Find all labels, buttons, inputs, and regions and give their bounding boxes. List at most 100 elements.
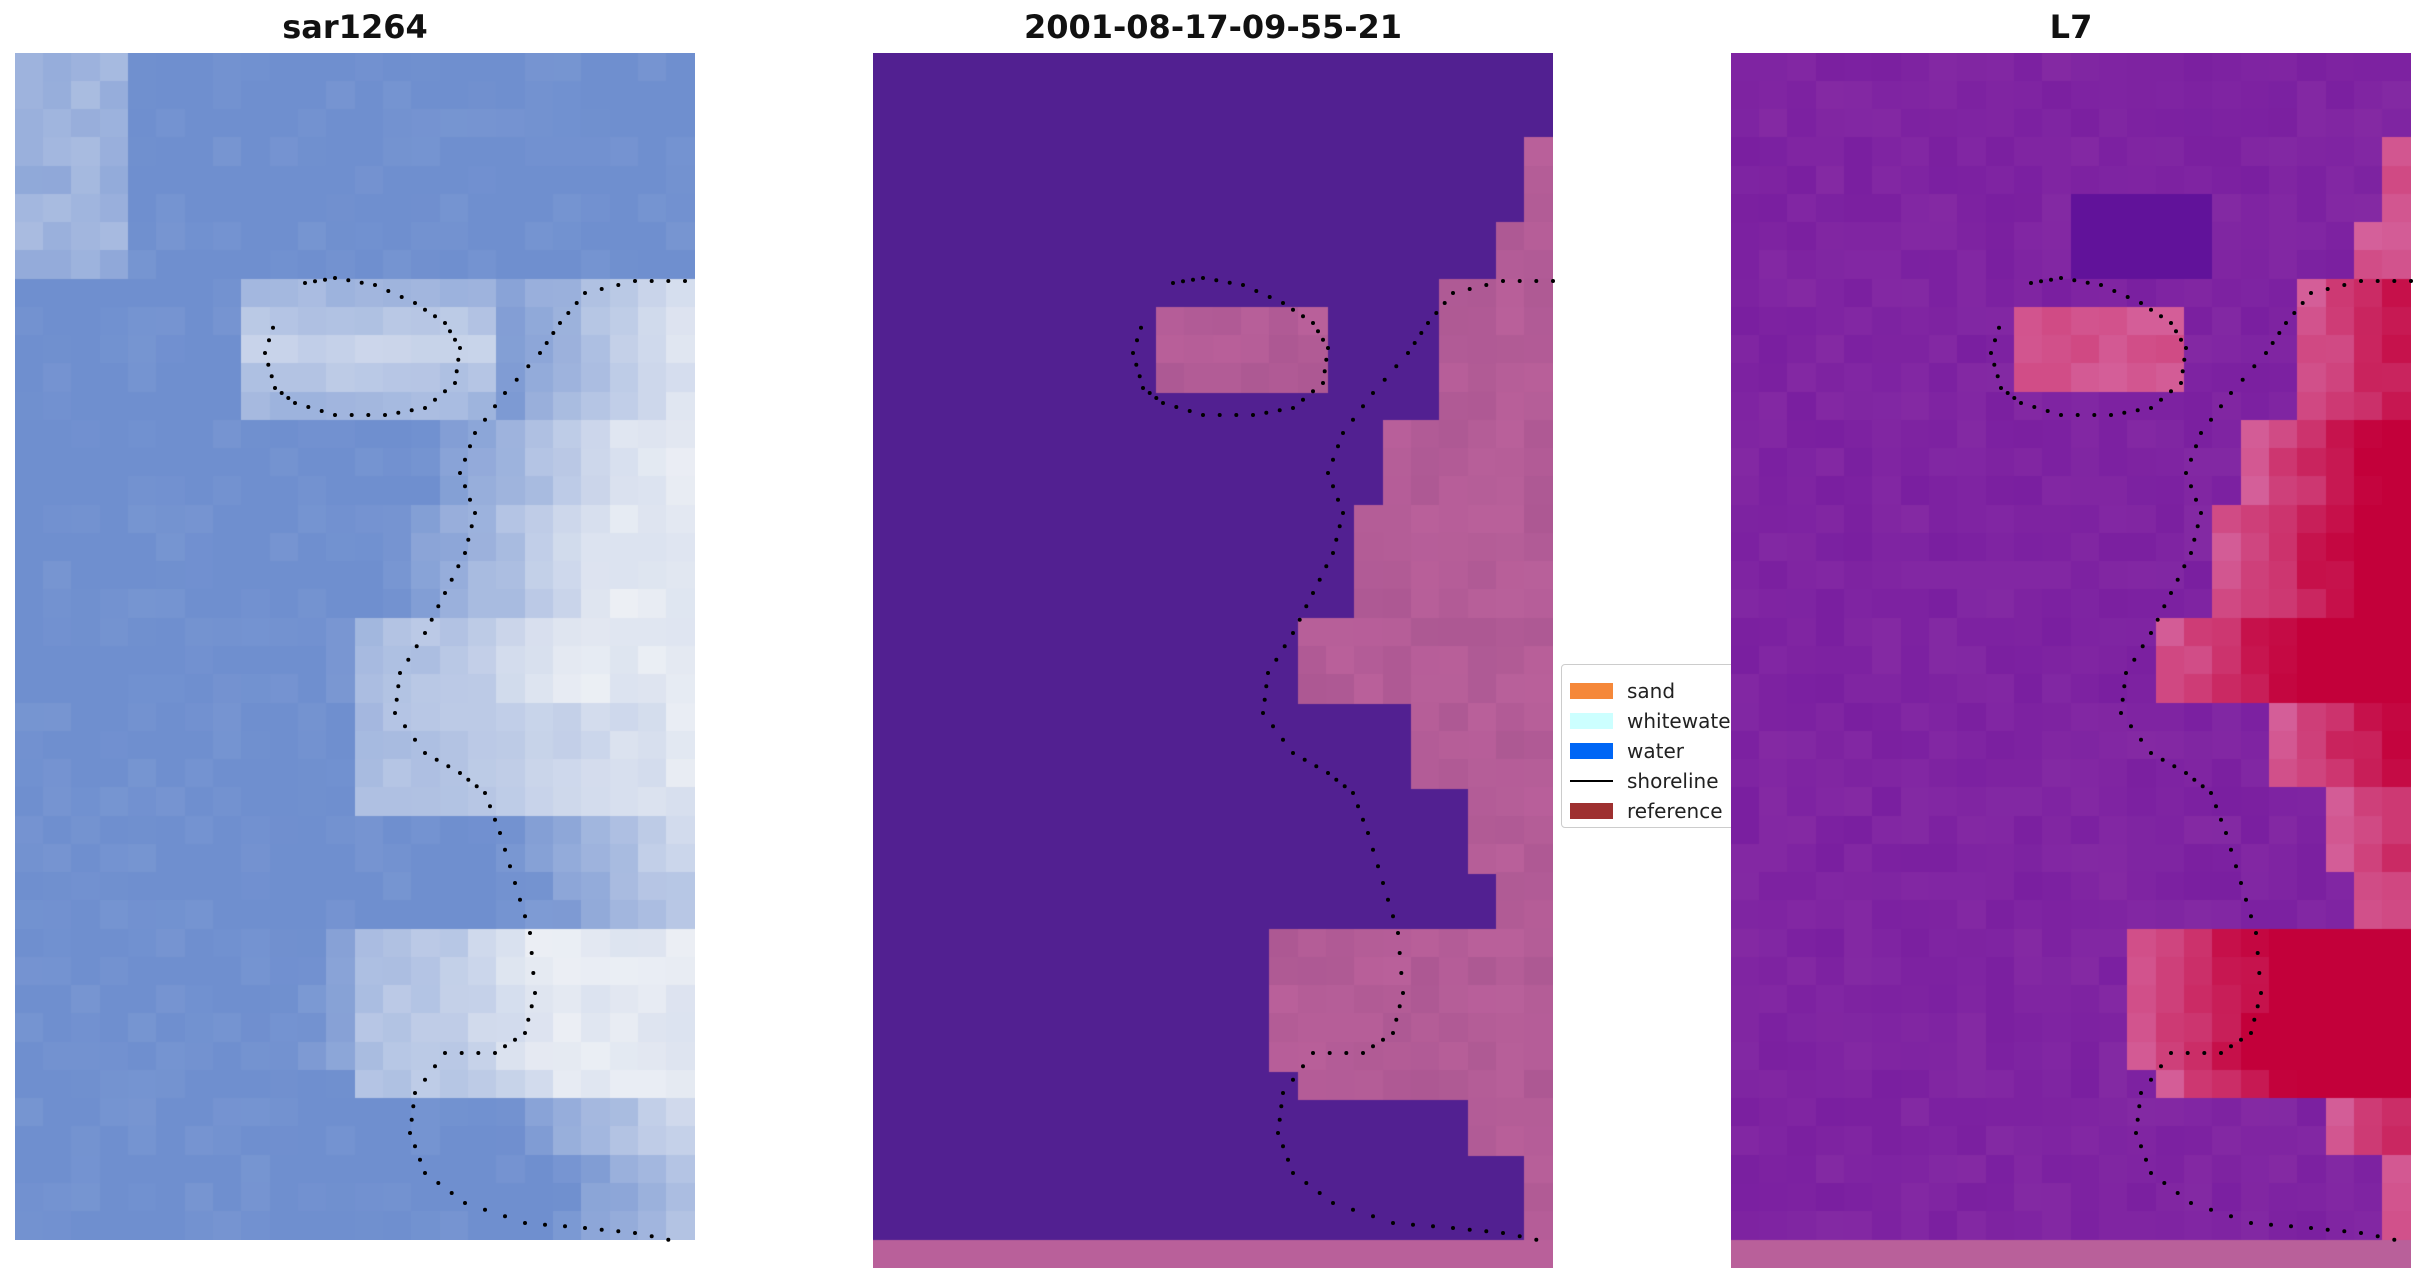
shoreline-point: [468, 497, 472, 502]
shoreline-point: [1261, 711, 1265, 715]
shoreline-point: [1135, 338, 1139, 343]
shoreline-point: [2149, 1077, 2153, 1082]
shoreline-point: [2149, 406, 2153, 410]
shoreline-point: [423, 631, 427, 635]
shoreline-point: [2309, 291, 2313, 295]
shoreline-point: [2202, 1051, 2207, 1055]
shoreline-point: [273, 386, 277, 390]
shoreline-point: [2284, 321, 2288, 325]
shoreline-point: [531, 971, 536, 975]
shoreline-point: [1394, 1017, 1399, 1022]
shoreline-point: [498, 831, 502, 835]
shoreline-point: [1131, 351, 1135, 355]
shoreline-point: [1334, 777, 1339, 782]
shoreline-point: [2129, 724, 2133, 729]
shoreline-point: [2359, 279, 2363, 283]
shoreline-point: [2085, 280, 2090, 285]
shoreline-point: [1341, 511, 1345, 515]
shoreline-point: [2032, 405, 2037, 409]
shoreline-point: [2039, 279, 2043, 284]
shoreline-point: [2194, 444, 2198, 449]
shoreline-point: [2209, 417, 2213, 422]
shoreline-point: [396, 684, 401, 689]
shoreline-point: [1995, 374, 2000, 379]
shoreline-point: [1254, 289, 1259, 293]
shoreline-point: [466, 777, 471, 782]
shoreline-point: [2140, 644, 2145, 649]
shoreline-point: [1217, 413, 1222, 417]
shoreline-point: [666, 279, 671, 283]
shoreline-point: [1331, 484, 1335, 489]
shoreline-point: [2155, 617, 2160, 622]
shoreline-point: [563, 1224, 567, 1229]
shoreline-point: [649, 279, 654, 283]
shoreline-point: [2185, 1051, 2190, 1055]
shoreline-point: [514, 377, 519, 382]
shoreline-point: [2192, 777, 2197, 782]
shoreline-point: [599, 1227, 604, 1232]
shoreline-point: [2059, 413, 2063, 417]
shoreline-point: [1137, 374, 1142, 379]
shoreline-point: [2189, 457, 2193, 462]
shoreline-point: [1266, 671, 1270, 675]
shoreline-point: [616, 283, 621, 287]
shoreline-point: [263, 351, 267, 355]
shoreline-point: [423, 406, 427, 410]
legend-label-water: water: [1627, 739, 1684, 763]
shoreline-point: [1336, 497, 1340, 502]
reference-swatch: [1570, 803, 1613, 819]
shoreline-point: [1201, 413, 1205, 417]
shoreline-point: [1999, 386, 2003, 390]
shoreline-point: [1326, 346, 1330, 350]
shoreline-point: [463, 551, 467, 555]
shoreline-point: [1282, 644, 1287, 649]
shoreline-point: [2189, 551, 2193, 555]
shoreline-point: [1227, 280, 1232, 285]
legend-label-whitewater: whitewater: [1627, 709, 1739, 733]
shoreline-point: [463, 1201, 467, 1205]
shoreline-point: [483, 417, 487, 422]
shoreline-point: [2189, 484, 2193, 489]
shoreline-point: [2169, 591, 2173, 595]
shoreline-point: [1201, 276, 1205, 280]
shoreline-point: [1321, 381, 1325, 385]
shoreline-point: [2270, 341, 2275, 345]
shoreline-point: [408, 1131, 412, 1135]
shoreline-point: [2139, 1091, 2143, 1095]
shoreline-point: [483, 791, 487, 795]
shoreline-point: [1291, 1077, 1295, 1082]
shoreline-point: [493, 404, 497, 409]
shoreline-point: [1331, 551, 1335, 555]
shoreline-point: [2309, 1226, 2313, 1230]
shoreline-point: [1361, 1051, 1365, 1055]
shoreline-point: [599, 287, 604, 291]
shoreline-point: [1302, 757, 1307, 762]
shoreline-point: [1241, 283, 1245, 287]
legend-item-shoreline: shoreline: [1570, 769, 1719, 793]
shoreline-point: [2195, 524, 2200, 529]
shoreline-point: [448, 329, 452, 334]
shoreline-point: [2029, 281, 2033, 285]
shoreline-point: [434, 757, 439, 762]
shoreline-point: [2252, 364, 2257, 369]
shoreline-point: [2409, 279, 2413, 283]
shoreline-point: [1406, 351, 1410, 355]
shoreline-point: [1397, 951, 1402, 955]
shoreline-point: [1301, 397, 1305, 402]
shoreline-point: [446, 764, 451, 769]
shoreline-point: [394, 697, 399, 702]
shoreline-point: [503, 391, 507, 395]
shoreline-point: [616, 1229, 621, 1234]
shoreline-point: [583, 291, 587, 295]
shoreline-point: [413, 301, 417, 305]
shoreline-point: [269, 374, 274, 379]
shoreline-point: [1517, 1234, 1522, 1239]
shoreline-point: [513, 1037, 517, 1042]
shoreline-point: [2175, 577, 2180, 582]
shoreline-point: [1534, 1237, 1539, 1242]
shoreline-point: [2392, 279, 2397, 283]
shoreline-point: [1336, 444, 1340, 449]
legend-label-sand: sand: [1627, 679, 1676, 703]
shoreline-point: [2325, 1227, 2330, 1232]
shoreline-point: [493, 1051, 497, 1055]
